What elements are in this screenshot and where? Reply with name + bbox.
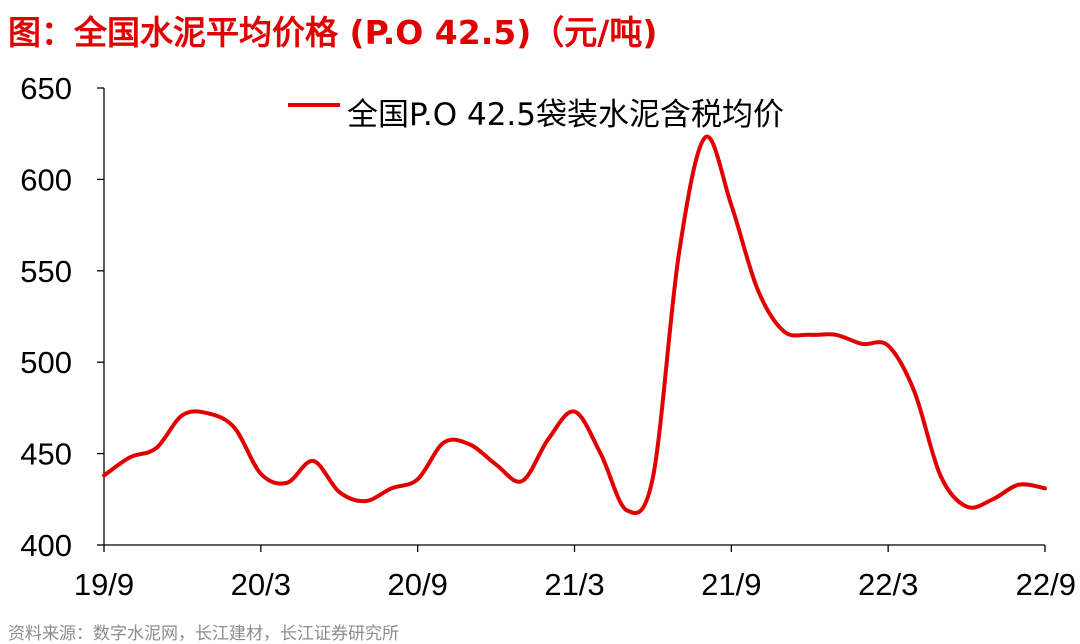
y-tick-label: 650 bbox=[20, 71, 72, 106]
y-tick-label: 400 bbox=[20, 528, 72, 563]
legend-label: 全国P.O 42.5袋装水泥含税均价 bbox=[347, 97, 784, 133]
y-tick-label: 550 bbox=[20, 254, 72, 289]
x-tick-label: 22/3 bbox=[858, 567, 918, 602]
source-note: 资料来源：数字水泥网，长江建材，长江证券研究所 bbox=[8, 624, 399, 644]
y-tick-label: 500 bbox=[20, 345, 72, 380]
x-tick-label: 20/9 bbox=[387, 567, 447, 602]
x-tick-label: 19/9 bbox=[74, 567, 134, 602]
x-tick-label: 21/3 bbox=[544, 567, 604, 602]
x-tick-label: 20/3 bbox=[231, 567, 291, 602]
title-text: 全国水泥平均价格 (P.O 42.5)（元/吨) bbox=[74, 13, 658, 52]
series-line bbox=[102, 134, 1047, 515]
title-prefix: 图： bbox=[8, 13, 74, 52]
x-tick-label: 21/9 bbox=[701, 567, 761, 602]
x-tick-label: 22/9 bbox=[1016, 567, 1076, 602]
y-tick-label: 450 bbox=[20, 437, 72, 472]
chart-title: 图：全国水泥平均价格 (P.O 42.5)（元/吨) bbox=[8, 6, 657, 54]
y-tick-label: 600 bbox=[20, 162, 72, 197]
